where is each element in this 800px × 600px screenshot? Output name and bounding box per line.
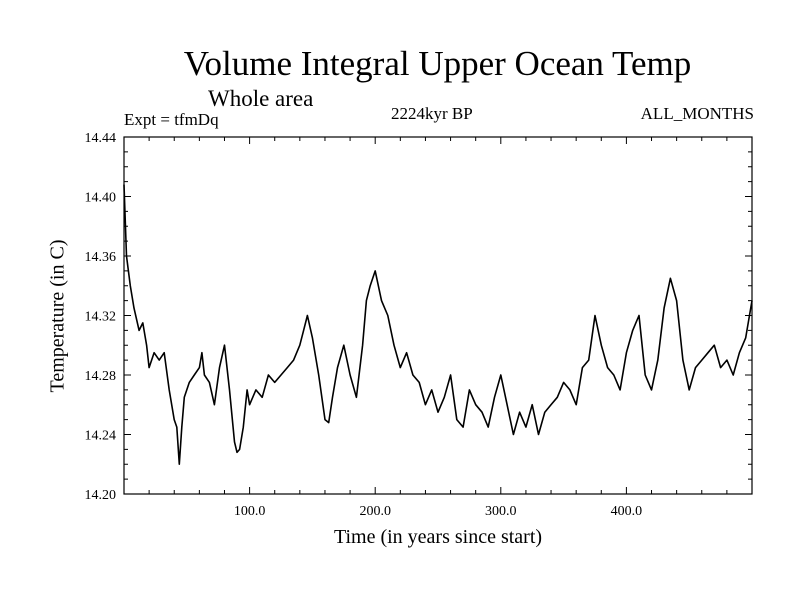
y-tick-label: 14.28	[85, 369, 117, 384]
x-tick-label: 400.0	[611, 504, 643, 519]
y-tick-label: 14.20	[85, 488, 117, 503]
x-tick-label: 300.0	[485, 504, 517, 519]
y-tick-label: 14.40	[85, 191, 117, 206]
y-tick-label: 14.32	[85, 310, 117, 325]
period-label: 2224kyr BP	[391, 104, 473, 123]
y-tick-label: 14.44	[85, 131, 117, 146]
series-line	[123, 184, 753, 466]
x-axis-label: Time (in years since start)	[333, 526, 543, 548]
y-tick-label: 14.24	[85, 429, 117, 444]
plot-frame	[123, 136, 753, 495]
x-tick-label: 200.0	[359, 504, 391, 519]
chart-subtitle: Whole area	[208, 86, 314, 111]
months-label: ALL_MONTHS	[640, 104, 754, 123]
chart-title: Volume Integral Upper Ocean Temp	[183, 44, 692, 83]
x-tick-label: 100.0	[234, 504, 266, 519]
y-tick-label: 14.36	[85, 250, 117, 265]
experiment-label: Expt = tfmDq	[124, 110, 219, 129]
